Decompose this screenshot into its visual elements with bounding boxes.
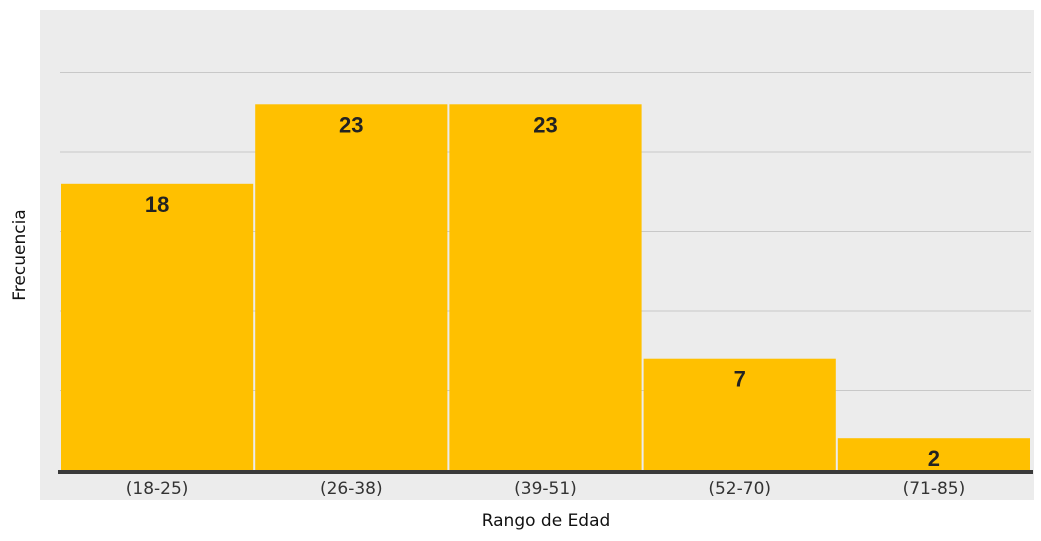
bar-71-85 xyxy=(837,438,1030,470)
bar-52-70 xyxy=(643,358,836,470)
data-label: 18 xyxy=(145,192,169,217)
x-tick-label: (18-25) xyxy=(126,479,189,499)
data-label: 23 xyxy=(339,112,363,137)
data-label: 7 xyxy=(734,367,746,392)
data-label: 23 xyxy=(533,112,557,137)
x-tick-label: (71-85) xyxy=(903,479,966,499)
bar-18-25 xyxy=(61,183,254,471)
x-tick-label: (26-38) xyxy=(320,479,383,499)
bar-26-38 xyxy=(255,104,448,471)
x-axis-title: Rango de Edad xyxy=(482,511,611,531)
bar-39-51 xyxy=(449,104,642,471)
x-tick-label: (52-70) xyxy=(708,479,771,499)
bars xyxy=(61,104,1030,471)
data-label: 2 xyxy=(928,446,940,471)
y-axis-title: Frecuencia xyxy=(10,209,30,300)
x-tick-label: (39-51) xyxy=(514,479,577,499)
data-labels: 18 23 23 7 2 xyxy=(145,112,940,471)
x-tick-labels: (18-25) (26-38) (39-51) (52-70) (71-85) xyxy=(126,479,965,499)
